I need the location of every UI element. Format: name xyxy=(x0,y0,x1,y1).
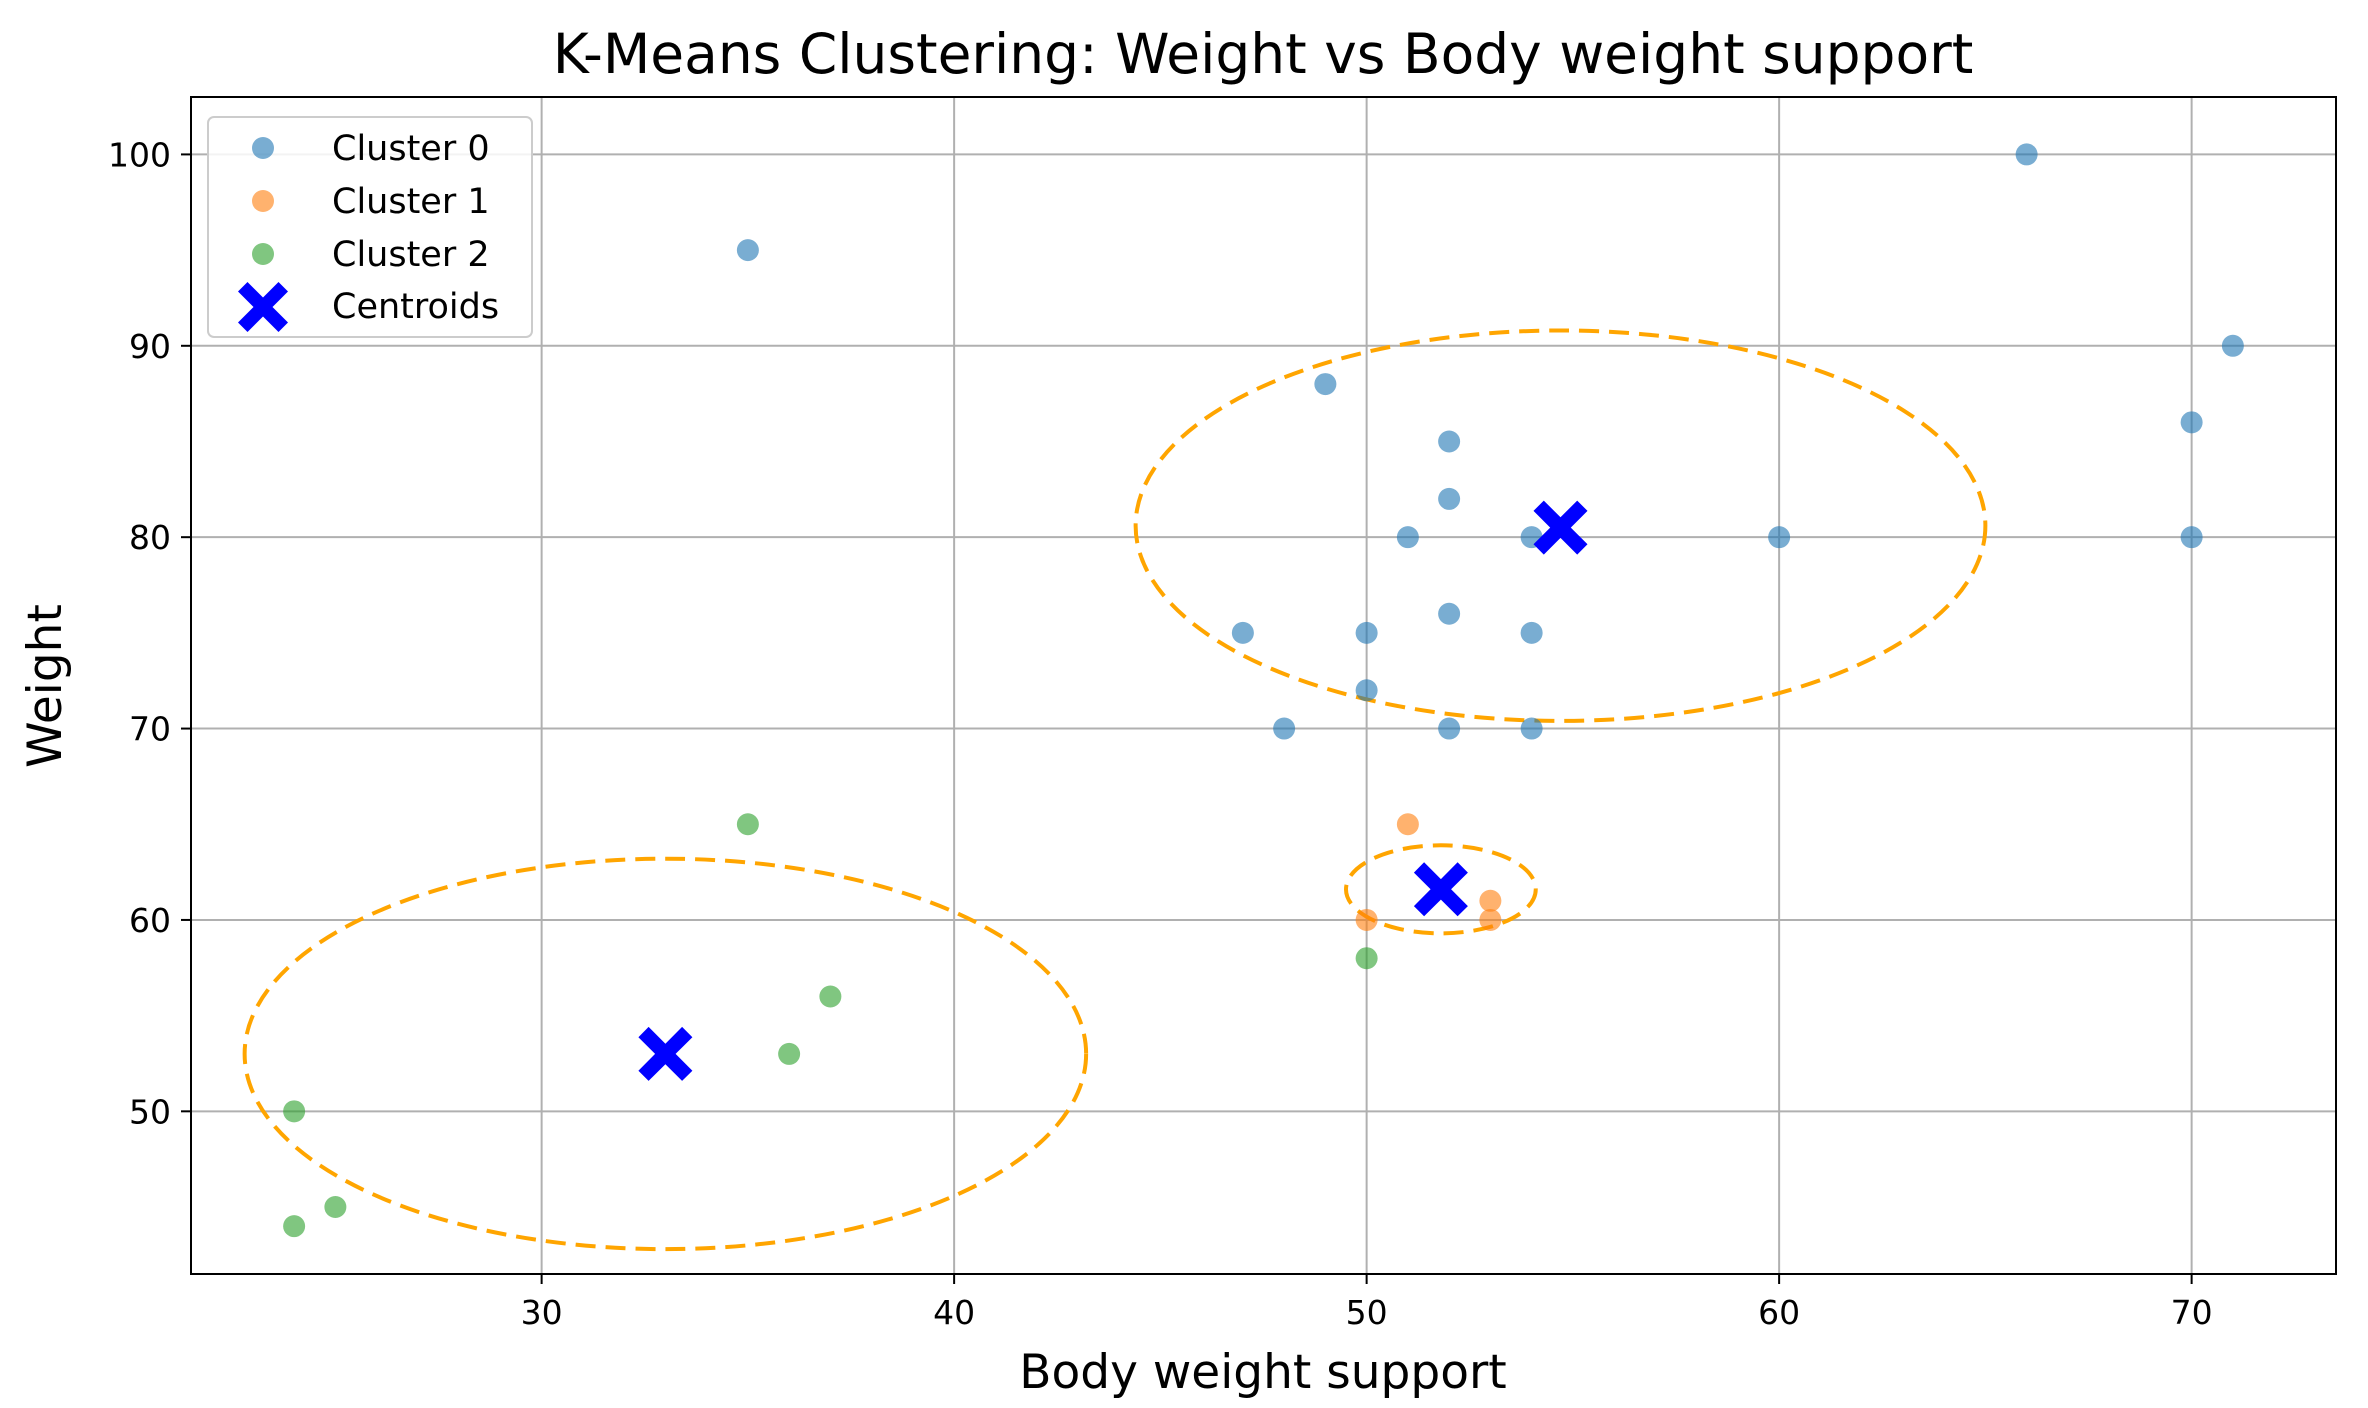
x-axis-label: Body weight support xyxy=(1019,1345,1506,1400)
y-tick-label: 70 xyxy=(129,710,171,749)
chart-title: K-Means Clustering: Weight vs Body weigh… xyxy=(553,22,1974,86)
cluster-2-point xyxy=(1355,947,1378,970)
y-tick-label: 60 xyxy=(129,901,171,940)
cluster-0-point xyxy=(2180,411,2203,434)
y-tick-label: 90 xyxy=(129,327,171,366)
x-tick-label: 50 xyxy=(1346,1293,1388,1332)
y-axis-label: Weight xyxy=(18,604,73,768)
centroid-marker-2 xyxy=(638,1026,693,1081)
legend-label-cluster-0: Cluster 0 xyxy=(332,129,490,169)
legend-marker-cluster-2 xyxy=(252,243,274,265)
cluster-0-point xyxy=(1231,621,1254,644)
cluster-2-point xyxy=(324,1196,347,1219)
cluster-1-point xyxy=(1479,908,1502,931)
cluster-0-point xyxy=(1520,717,1543,740)
cluster-ellipse-1 xyxy=(1344,843,1538,936)
cluster-0-point xyxy=(1438,602,1461,625)
y-tick-label: 50 xyxy=(129,1092,171,1131)
legend-box xyxy=(207,116,533,338)
cluster-2-point xyxy=(736,813,759,836)
cluster-ellipses xyxy=(242,328,1988,1252)
cluster-0-point xyxy=(1768,526,1791,549)
cluster-ellipse-2 xyxy=(242,856,1089,1252)
cluster-0-point xyxy=(2221,334,2244,357)
cluster-0-point xyxy=(2180,526,2203,549)
y-tick-label: 80 xyxy=(129,518,171,557)
legend-marker-centroids xyxy=(238,282,288,332)
legend-marker-cluster-1 xyxy=(252,190,274,212)
cluster-0-point xyxy=(1438,430,1461,453)
y-tick-label: 100 xyxy=(108,135,171,174)
cluster-1-point xyxy=(1396,813,1419,836)
cluster-1-point xyxy=(1355,908,1378,931)
legend-label-centroids: Centroids xyxy=(332,287,499,327)
cluster-0-point xyxy=(1355,621,1378,644)
cluster-0-point xyxy=(1314,373,1337,396)
legend: Cluster 0 Cluster 1 Cluster 2 Centroids xyxy=(207,116,533,338)
cluster-2-point xyxy=(283,1100,306,1123)
plot-area-frame xyxy=(190,96,2337,1275)
cluster-1-point xyxy=(1479,889,1502,912)
data-points xyxy=(283,143,2244,1238)
cluster-2-point xyxy=(819,985,842,1008)
x-tick-label: 70 xyxy=(2171,1293,2213,1332)
cluster-0-point xyxy=(2015,143,2038,166)
cluster-0-point xyxy=(1355,679,1378,702)
cluster-2-point xyxy=(778,1042,801,1065)
axis-ticks: 30 40 50 60 70 50 60 70 80 90 100 xyxy=(108,135,2213,1332)
x-tick-label: 60 xyxy=(1758,1293,1800,1332)
cluster-0-point xyxy=(1520,621,1543,644)
cluster-0-point xyxy=(1396,526,1419,549)
x-tick-label: 40 xyxy=(933,1293,975,1332)
legend-marker-cluster-0 xyxy=(252,137,274,159)
cluster-ellipse-0 xyxy=(1133,328,1988,723)
legend-label-cluster-2: Cluster 2 xyxy=(332,235,490,275)
cluster-0-point xyxy=(1438,487,1461,510)
x-tick-label: 30 xyxy=(521,1293,563,1332)
centroid-marker-0 xyxy=(1533,500,1588,555)
cluster-0-point xyxy=(1273,717,1296,740)
grid xyxy=(191,97,2336,1274)
legend-label-cluster-1: Cluster 1 xyxy=(332,182,490,222)
cluster-0-point xyxy=(736,239,759,262)
cluster-0-point xyxy=(1438,717,1461,740)
centroid-marker-1 xyxy=(1413,862,1468,917)
cluster-2-point xyxy=(283,1215,306,1238)
centroid-markers xyxy=(638,500,1588,1081)
